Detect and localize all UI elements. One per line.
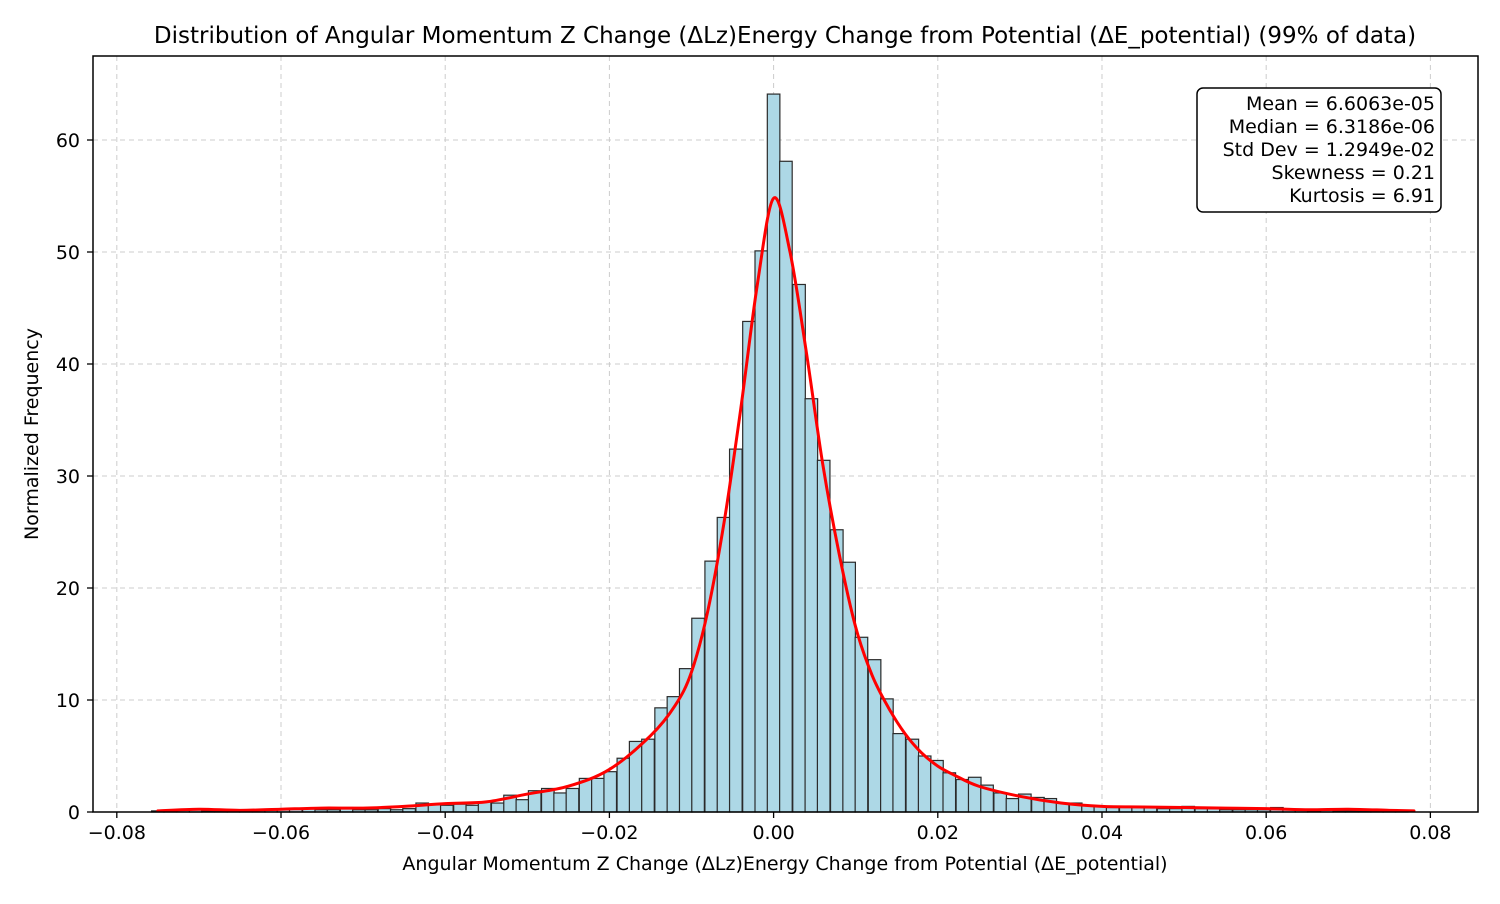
kde-curve-layer <box>156 196 1416 813</box>
histogram-bar <box>993 792 1008 813</box>
x-tick-label: −0.08 <box>88 822 146 844</box>
x-tick-label: 0.08 <box>1409 822 1451 844</box>
x-tick-label: 0.06 <box>1245 822 1287 844</box>
histogram-bars <box>150 93 1409 813</box>
histogram-bar <box>641 738 655 813</box>
histogram-bar <box>854 636 869 813</box>
y-tick-label: 50 <box>56 242 80 264</box>
stat-skewness: Skewness = 0.21 <box>1272 162 1435 184</box>
y-tick-label: 40 <box>56 354 80 376</box>
histogram-bar <box>728 448 743 813</box>
y-tick-label: 30 <box>56 466 80 488</box>
y-tick-label: 0 <box>68 802 80 824</box>
x-axis-ticks: −0.08 −0.06 −0.04 −0.02 0.00 0.02 0.04 0.06 0.08 <box>88 812 1452 844</box>
histogram-bar <box>829 529 844 813</box>
axes-frame <box>92 55 1479 813</box>
y-axis-ticks: 0 10 20 30 40 50 60 <box>56 130 93 824</box>
y-tick-label: 20 <box>56 578 80 600</box>
x-tick-label: −0.04 <box>416 822 474 844</box>
histogram-bar <box>616 757 631 813</box>
y-tick-label: 10 <box>56 690 80 712</box>
histogram-bar <box>892 732 907 813</box>
y-axis-label: Normalized Frequency <box>21 328 43 540</box>
histogram-bar <box>678 668 693 813</box>
histogram-bar <box>716 516 731 813</box>
stats-box: Mean = 6.6063e-05 Median = 6.3186e-06 St… <box>1196 87 1442 213</box>
histogram-bar <box>565 787 580 813</box>
histogram-bar <box>917 755 932 813</box>
stat-median: Median = 6.3186e-06 <box>1229 116 1435 138</box>
histogram-bar <box>792 283 806 813</box>
histogram-bar <box>490 802 505 813</box>
x-tick-label: 0.02 <box>917 822 959 844</box>
histogram-bar <box>955 778 970 813</box>
kde-curve <box>156 196 1416 813</box>
y-tick-label: 60 <box>56 130 80 152</box>
x-tick-label: 0.04 <box>1081 822 1123 844</box>
histogram-bar <box>1005 797 1020 813</box>
histogram-bar <box>754 250 769 813</box>
stat-mean: Mean = 6.6063e-05 <box>1246 93 1435 115</box>
histogram-bar <box>942 772 957 813</box>
histogram-bar <box>591 777 605 813</box>
histogram-bar <box>453 803 467 813</box>
x-tick-label: −0.02 <box>580 822 638 844</box>
stat-kurtosis: Kurtosis = 6.91 <box>1289 185 1435 207</box>
histogram-bar <box>905 738 920 813</box>
histogram-bar <box>465 804 480 813</box>
x-tick-label: 0.00 <box>752 822 794 844</box>
stats-box-frame <box>1196 87 1442 213</box>
histogram-bar <box>880 698 894 813</box>
x-axis-label: Angular Momentum Z Change (ΔLz)Energy Ch… <box>402 853 1167 875</box>
stat-std-dev: Std Dev = 1.2949e-02 <box>1223 139 1435 161</box>
histogram-bar <box>439 804 454 813</box>
histogram-bar <box>603 771 618 813</box>
x-tick-label: −0.06 <box>252 822 310 844</box>
histogram-bar <box>515 799 530 813</box>
histogram-bar <box>816 459 831 813</box>
histogram-bar <box>742 320 756 813</box>
histogram-bar <box>553 792 568 813</box>
chart-title: Distribution of Angular Momentum Z Chang… <box>154 23 1416 49</box>
histogram-bar <box>804 398 819 813</box>
